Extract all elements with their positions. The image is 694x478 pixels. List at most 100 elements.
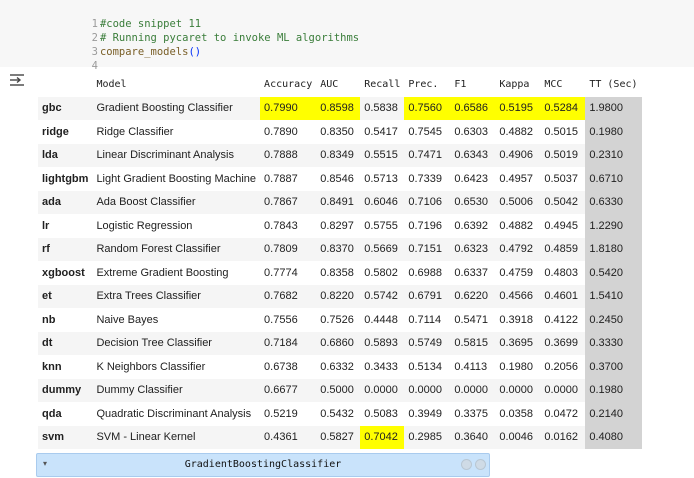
prec-cell: 0.7151 — [408, 243, 442, 256]
code-line: 3 compare_models() — [46, 31, 202, 58]
mcc-cell: 0.5019 — [544, 149, 578, 162]
prec-cell: 0.7106 — [408, 196, 442, 209]
kappa-cell: 0.4957 — [499, 172, 533, 185]
auc-cell: 0.8297 — [320, 219, 354, 232]
tt-cell: 0.3330 — [585, 331, 642, 355]
recall-cell: 0.5802 — [364, 266, 398, 279]
kappa-cell: 0.3695 — [499, 337, 533, 350]
model-name-cell: Extreme Gradient Boosting — [96, 266, 229, 279]
tt-cell: 1.8180 — [585, 237, 642, 261]
prec-cell: 0.7471 — [408, 149, 442, 162]
recall-cell: 0.3433 — [364, 360, 398, 373]
cell-gutter[interactable] — [0, 0, 46, 67]
model-name-cell: Ridge Classifier — [96, 125, 174, 138]
row-id: rf — [42, 243, 50, 256]
row-id: ridge — [42, 125, 69, 138]
accuracy-cell: 0.6677 — [264, 384, 298, 397]
row-id: knn — [42, 360, 62, 373]
table-row: ada Ada Boost Classifier 0.7867 0.8491 0.604… — [38, 190, 642, 214]
auc-cell: 0.8220 — [320, 290, 354, 303]
collapse-arrow-icon[interactable]: ▾ — [43, 459, 48, 468]
line-number: 3 — [91, 46, 98, 58]
model-name-cell: Quadratic Discriminant Analysis — [96, 407, 252, 420]
row-id: xgboost — [42, 266, 85, 279]
tt-cell: 0.1980 — [585, 378, 642, 402]
kappa-cell: 0.0358 — [499, 407, 533, 420]
output-expand-icon[interactable] — [8, 72, 26, 88]
recall-cell: 0.5742 — [364, 290, 398, 303]
mcc-cell: 0.2056 — [544, 360, 578, 373]
kappa-cell: 0.4882 — [499, 219, 533, 232]
f1-cell: 0.3640 — [454, 431, 488, 444]
row-id: gbc — [42, 102, 62, 115]
tt-cell: 1.5410 — [585, 284, 642, 308]
row-id: lda — [42, 149, 58, 162]
accuracy-cell: 0.5219 — [264, 407, 298, 420]
auc-cell: 0.5000 — [320, 384, 354, 397]
tt-cell: 0.6330 — [585, 190, 642, 214]
code-line: 4 — [46, 45, 100, 72]
tt-cell: 0.2450 — [585, 308, 642, 332]
auc-cell: 0.8358 — [320, 266, 354, 279]
accuracy-cell: 0.7990 — [260, 96, 317, 120]
table-row: rf Random Forest Classifier 0.7809 0.8370 0.… — [38, 237, 642, 261]
model-name-cell: Light Gradient Boosting Machine — [96, 172, 257, 185]
f1-cell: 0.6392 — [454, 219, 488, 232]
header-model: Model — [96, 79, 127, 91]
code-editor[interactable]: 1 #code snippet 11 2 # Running pycaret to … — [46, 0, 694, 72]
f1-cell: 0.6423 — [454, 172, 488, 185]
kappa-cell: 0.4792 — [499, 243, 533, 256]
f1-cell: 0.5471 — [454, 313, 488, 326]
code-line: 2 # Running pycaret to invoke ML algorith… — [46, 17, 360, 44]
table-row: lr Logistic Regression 0.7843 0.8297 0.5755 0… — [38, 214, 642, 238]
table-row: xgboost Extreme Gradient Boosting 0.7774 0.… — [38, 261, 642, 285]
table-row: et Extra Trees Classifier 0.7682 0.8220 0.57… — [38, 284, 642, 308]
header-recall: Recall — [364, 79, 401, 91]
estimator-widget[interactable]: ▾ GradientBoostingClassifier — [36, 453, 490, 477]
f1-cell: 0.5815 — [454, 337, 488, 350]
accuracy-cell: 0.4361 — [264, 431, 298, 444]
mcc-cell: 0.4945 — [544, 219, 578, 232]
code-function-call: compare_models — [99, 46, 189, 58]
auc-cell: 0.8349 — [320, 149, 354, 162]
code-line: 1 #code snippet 11 — [46, 3, 201, 30]
tt-cell: 0.4080 — [585, 425, 642, 449]
accuracy-cell: 0.6738 — [264, 360, 298, 373]
prec-cell: 0.7560 — [404, 96, 451, 120]
model-name-cell: Naive Bayes — [96, 313, 159, 326]
prec-cell: 0.7545 — [408, 125, 442, 138]
question-circle-icon[interactable] — [461, 459, 472, 470]
prec-cell: 0.6791 — [408, 290, 442, 303]
mcc-cell: 0.5015 — [544, 125, 578, 138]
accuracy-cell: 0.7843 — [264, 219, 298, 232]
code-parens: () — [188, 46, 202, 58]
auc-cell: 0.8370 — [320, 243, 354, 256]
kappa-cell: 0.0046 — [499, 431, 533, 444]
mcc-cell: 0.4601 — [544, 290, 578, 303]
row-id: dt — [42, 337, 53, 350]
auc-cell: 0.5827 — [320, 431, 354, 444]
model-name-cell: Logistic Regression — [96, 219, 193, 232]
header-mcc: MCC — [544, 79, 563, 91]
recall-cell: 0.0000 — [364, 384, 398, 397]
tt-cell: 0.6710 — [585, 167, 642, 191]
header-accuracy: Accuracy — [264, 79, 313, 91]
code-comment: #code snippet 11 — [99, 18, 202, 30]
f1-cell: 0.6530 — [454, 196, 488, 209]
model-name-cell: Random Forest Classifier — [96, 243, 221, 256]
mcc-cell: 0.0162 — [544, 431, 578, 444]
compare-models-table: Model Accuracy AUC Recall Prec. F1 Kappa… — [38, 73, 642, 449]
kappa-cell: 0.5195 — [495, 96, 541, 120]
mcc-cell: 0.5284 — [540, 96, 586, 120]
info-circle-icon[interactable] — [475, 459, 486, 470]
auc-cell: 0.6860 — [320, 337, 354, 350]
prec-cell: 0.7339 — [408, 172, 442, 185]
line-number: 2 — [91, 32, 98, 44]
accuracy-cell: 0.7890 — [264, 125, 298, 138]
recall-cell: 0.5515 — [364, 149, 398, 162]
auc-cell: 0.8491 — [320, 196, 354, 209]
header-index — [38, 73, 92, 97]
table-row: lda Linear Discriminant Analysis 0.7888 0.8… — [38, 143, 642, 167]
accuracy-cell: 0.7867 — [264, 196, 298, 209]
f1-cell: 0.3375 — [454, 407, 488, 420]
